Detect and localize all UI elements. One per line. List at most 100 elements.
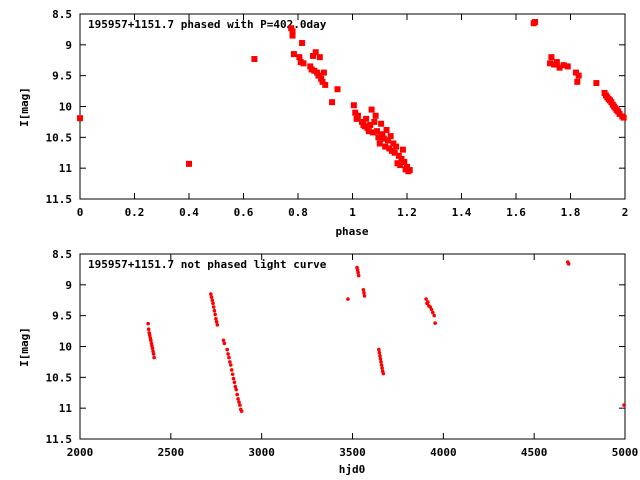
data-point	[377, 347, 381, 352]
data-point	[228, 363, 233, 367]
y-tick-label: 10.5	[46, 131, 73, 144]
data-point	[430, 310, 435, 315]
data-point	[215, 323, 220, 327]
x-tick-label: 0.4	[179, 206, 199, 219]
data-point	[399, 146, 406, 153]
data-point	[390, 140, 397, 147]
data-point	[149, 338, 153, 343]
y-tick-label: 9.5	[52, 70, 72, 83]
data-point	[214, 320, 219, 324]
x-tick-label: 1.2	[397, 206, 417, 219]
data-point	[236, 397, 240, 401]
data-point	[566, 262, 571, 266]
data-point	[322, 81, 329, 88]
x-tick-label: 0.6	[234, 206, 254, 219]
y-tick-label: 11	[59, 402, 73, 415]
data-point	[146, 327, 151, 332]
data-point	[209, 295, 214, 299]
data-point	[150, 346, 155, 351]
y-tick-label: 11.5	[46, 193, 73, 206]
data-point	[212, 308, 217, 313]
data-point	[334, 86, 341, 93]
chart-title: 195957+1151.7 not phased light curve	[88, 258, 327, 271]
data-point	[231, 376, 236, 381]
x-tick-label: 2	[622, 206, 629, 219]
data-point	[316, 54, 323, 61]
data-point	[384, 137, 391, 144]
data-point	[432, 313, 437, 318]
y-tick-label: 10.5	[46, 371, 73, 384]
data-point	[214, 316, 218, 321]
y-tick-label: 9	[65, 39, 72, 52]
data-point	[593, 80, 600, 87]
data-point	[289, 32, 296, 39]
data-point	[222, 341, 227, 346]
data-point	[239, 409, 244, 414]
plot-frame	[79, 253, 626, 440]
data-point	[424, 297, 428, 301]
x-tick-label: 1	[349, 206, 356, 219]
y-tick-label: 11.5	[46, 433, 73, 446]
data-point	[312, 49, 319, 56]
y-tick-label: 9.5	[52, 310, 72, 323]
x-tick-label: 3000	[248, 446, 275, 459]
data-point	[210, 298, 215, 303]
y-tick-label: 8.5	[52, 8, 72, 21]
data-point	[237, 400, 241, 404]
x-axis-label: hjd0	[339, 463, 366, 476]
data-point	[288, 25, 295, 32]
data-point	[378, 357, 383, 361]
data-point	[356, 270, 360, 275]
data-point	[318, 75, 325, 82]
data-point	[575, 72, 582, 79]
chart-title: 195957+1151.7 phased with P=402.0day	[88, 18, 327, 31]
data-point	[426, 300, 430, 304]
data-point	[368, 106, 375, 113]
data-point	[309, 52, 316, 59]
data-point	[378, 120, 385, 127]
data-point	[363, 115, 370, 122]
data-point	[320, 69, 327, 76]
y-tick-label: 10	[59, 341, 72, 354]
data-point	[319, 78, 326, 85]
data-point	[346, 297, 350, 301]
data-point	[380, 366, 384, 370]
data-point	[564, 63, 571, 70]
x-tick-label: 0.8	[288, 206, 308, 219]
data-point	[382, 143, 389, 150]
data-point	[372, 112, 379, 119]
data-point	[227, 355, 231, 360]
data-point	[401, 159, 408, 165]
data-point	[378, 353, 382, 358]
data-point	[146, 321, 150, 326]
data-point	[560, 62, 567, 69]
data-point	[209, 292, 213, 296]
data-point	[433, 321, 437, 325]
data-point	[213, 312, 217, 317]
data-point	[620, 114, 627, 121]
data-point	[356, 273, 361, 278]
x-tick-label: 1.8	[561, 206, 581, 219]
data-point	[296, 54, 303, 61]
data-point	[553, 59, 560, 66]
x-tick-label: 2000	[67, 446, 94, 459]
x-tick-label: 1.6	[506, 206, 526, 219]
x-tick-label: 5000	[612, 446, 639, 459]
data-point	[572, 69, 579, 76]
data-point	[315, 72, 322, 79]
data-point	[211, 301, 215, 306]
x-tick-label: 0.2	[125, 206, 145, 219]
data-point	[228, 360, 232, 364]
data-point	[532, 19, 539, 26]
x-tick-label: 0	[77, 206, 84, 219]
data-point	[350, 102, 357, 109]
data-point	[353, 115, 360, 122]
data-point	[367, 122, 374, 128]
data-point	[299, 39, 306, 46]
data-point	[406, 167, 413, 174]
data-point	[234, 387, 239, 392]
data-point	[354, 112, 361, 119]
y-tick-label: 11	[59, 162, 73, 175]
data-point	[377, 350, 382, 355]
data-point	[381, 371, 386, 376]
